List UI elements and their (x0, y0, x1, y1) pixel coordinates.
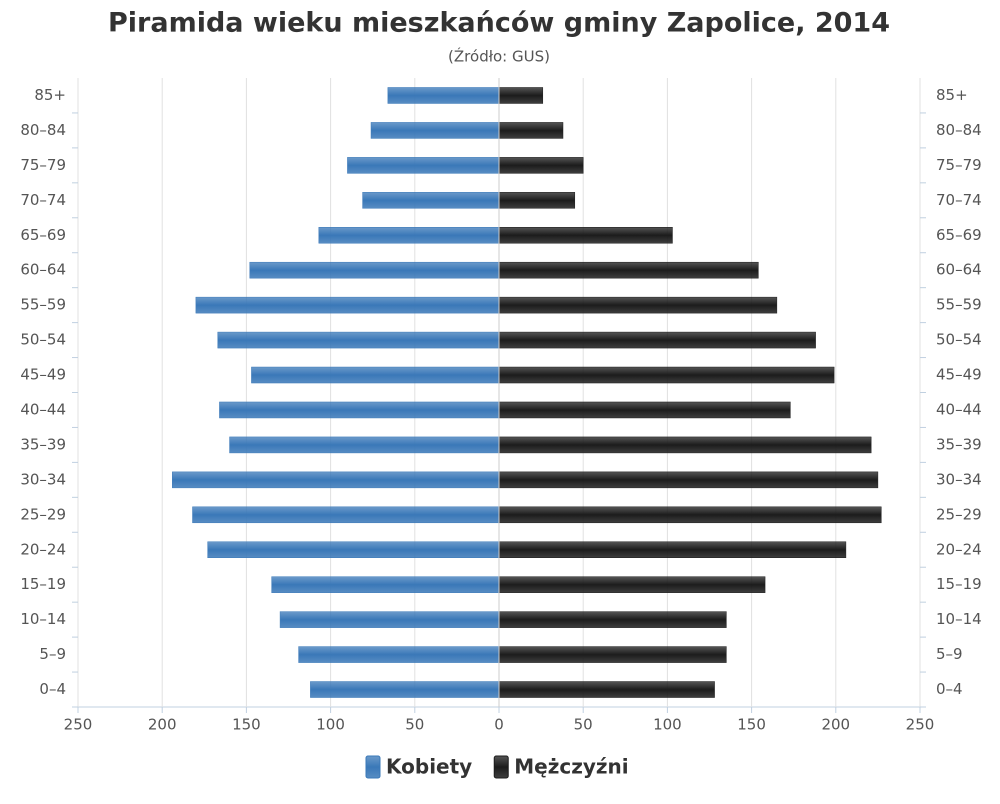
bar (498, 681, 715, 698)
y-tick-label: 35–39 (20, 435, 66, 453)
y-tick-label: 5–9 (39, 645, 66, 663)
bar (498, 296, 778, 314)
bar (498, 122, 564, 139)
y-tick-label: 15–19 (936, 575, 982, 593)
y-tick-label: 40–44 (936, 400, 982, 418)
x-tick-label: 150 (232, 716, 261, 734)
y-tick-label: 70–74 (20, 191, 66, 209)
y-tick-label: 60–64 (936, 261, 982, 279)
bar (251, 366, 500, 384)
bar (249, 261, 500, 279)
bar (498, 87, 544, 104)
y-tick-label: 45–49 (936, 366, 982, 384)
legend-label: Mężczyźni (514, 755, 628, 779)
bar (192, 506, 500, 524)
x-tick-label: 50 (405, 716, 424, 734)
bar (387, 87, 500, 104)
y-tick-label: 15–19 (20, 575, 66, 593)
x-tick-label: 100 (653, 716, 682, 734)
bar (498, 401, 791, 419)
bar (498, 436, 872, 454)
bar (195, 296, 500, 314)
bar (279, 611, 500, 628)
y-tick-label: 60–64 (20, 261, 66, 279)
y-tick-label: 80–84 (936, 121, 982, 139)
bar (498, 506, 882, 524)
bar (498, 646, 727, 663)
y-tick-label: 50–54 (20, 331, 66, 349)
x-tick-label: 250 (64, 716, 93, 734)
x-tick-label: 100 (316, 716, 345, 734)
bar (207, 541, 500, 558)
bar (498, 471, 879, 489)
bar (347, 157, 500, 174)
x-tick-label: 150 (737, 716, 766, 734)
y-tick-label: 50–54 (936, 331, 982, 349)
bar (498, 576, 766, 593)
x-tick-label: 200 (148, 716, 177, 734)
y-tick-label: 10–14 (20, 610, 66, 628)
y-tick-label: 30–34 (936, 470, 982, 488)
bar (298, 646, 500, 663)
bar (498, 227, 673, 244)
y-tick-label: 75–79 (936, 156, 982, 174)
bar (310, 681, 500, 698)
y-tick-label: 55–59 (20, 296, 66, 314)
bar (498, 331, 816, 349)
y-tick-label: 85+ (34, 86, 66, 104)
bar (172, 471, 500, 489)
y-tick-label: 65–69 (20, 226, 66, 244)
chart-title: Piramida wieku mieszkańców gminy Zapolic… (108, 8, 890, 39)
bar (498, 261, 759, 279)
x-tick-label: 250 (906, 716, 935, 734)
y-tick-label: 70–74 (936, 191, 982, 209)
y-tick-label: 5–9 (936, 645, 963, 663)
y-tick-label: 25–29 (20, 505, 66, 523)
y-tick-label: 20–24 (20, 540, 66, 558)
y-tick-label: 85+ (936, 86, 968, 104)
bar (229, 436, 500, 454)
bar (498, 366, 835, 384)
x-tick-label: 0 (494, 716, 504, 734)
y-tick-label: 75–79 (20, 156, 66, 174)
bar (318, 227, 500, 244)
bar (271, 576, 500, 593)
y-tick-label: 45–49 (20, 366, 66, 384)
y-tick-label: 65–69 (936, 226, 982, 244)
bar (498, 157, 584, 174)
y-tick-label: 80–84 (20, 121, 66, 139)
chart-subtitle: (Źródło: GUS) (448, 47, 550, 66)
y-tick-label: 20–24 (936, 540, 982, 558)
y-tick-label: 30–34 (20, 470, 66, 488)
x-tick-label: 200 (821, 716, 850, 734)
bar (362, 192, 500, 209)
y-tick-label: 40–44 (20, 400, 66, 418)
bar (498, 541, 847, 558)
legend-label: Kobiety (386, 755, 472, 779)
bar (370, 122, 500, 139)
legend-swatch (365, 755, 381, 779)
y-tick-label: 0–4 (39, 680, 66, 698)
y-tick-label: 55–59 (936, 296, 982, 314)
bar (498, 192, 576, 209)
y-tick-label: 25–29 (936, 505, 982, 523)
x-tick-label: 50 (574, 716, 593, 734)
y-tick-label: 10–14 (936, 610, 982, 628)
bar (498, 611, 727, 628)
bar (219, 401, 500, 419)
y-tick-label: 0–4 (936, 680, 963, 698)
bar (217, 331, 500, 349)
legend-swatch (493, 755, 509, 779)
y-tick-label: 35–39 (936, 435, 982, 453)
